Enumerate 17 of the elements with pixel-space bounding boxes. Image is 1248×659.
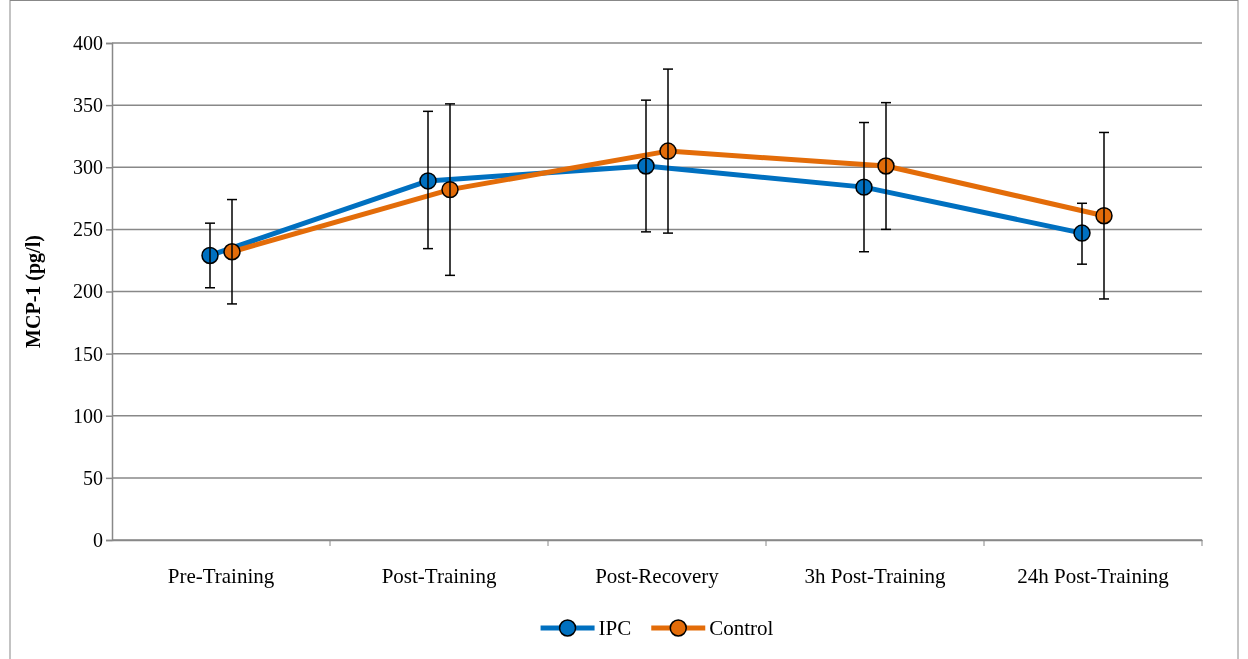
y-tick-label: 0 xyxy=(93,528,103,551)
y-tick-label: 50 xyxy=(83,466,103,489)
y-tick-label: 300 xyxy=(73,156,103,179)
y-tick-label: 100 xyxy=(73,404,103,427)
legend-label: IPC xyxy=(598,616,632,641)
x-tick-label: Post-Training xyxy=(381,563,497,588)
y-tick-label: 400 xyxy=(73,31,103,54)
y-tick-label: 250 xyxy=(73,218,103,241)
x-tick-label: 24h Post-Training xyxy=(1017,563,1170,588)
y-axis-title: MCP-1 (pg/l) xyxy=(22,235,45,348)
x-tick-label: Pre-Training xyxy=(167,563,275,588)
y-tick-label: 350 xyxy=(73,94,103,117)
legend-label: Control xyxy=(709,616,774,641)
x-tick-label: Post-Recovery xyxy=(595,563,720,588)
x-tick-label: 3h Post-Training xyxy=(804,563,946,588)
y-tick-label: 200 xyxy=(73,280,103,303)
y-tick-label: 150 xyxy=(73,342,103,365)
